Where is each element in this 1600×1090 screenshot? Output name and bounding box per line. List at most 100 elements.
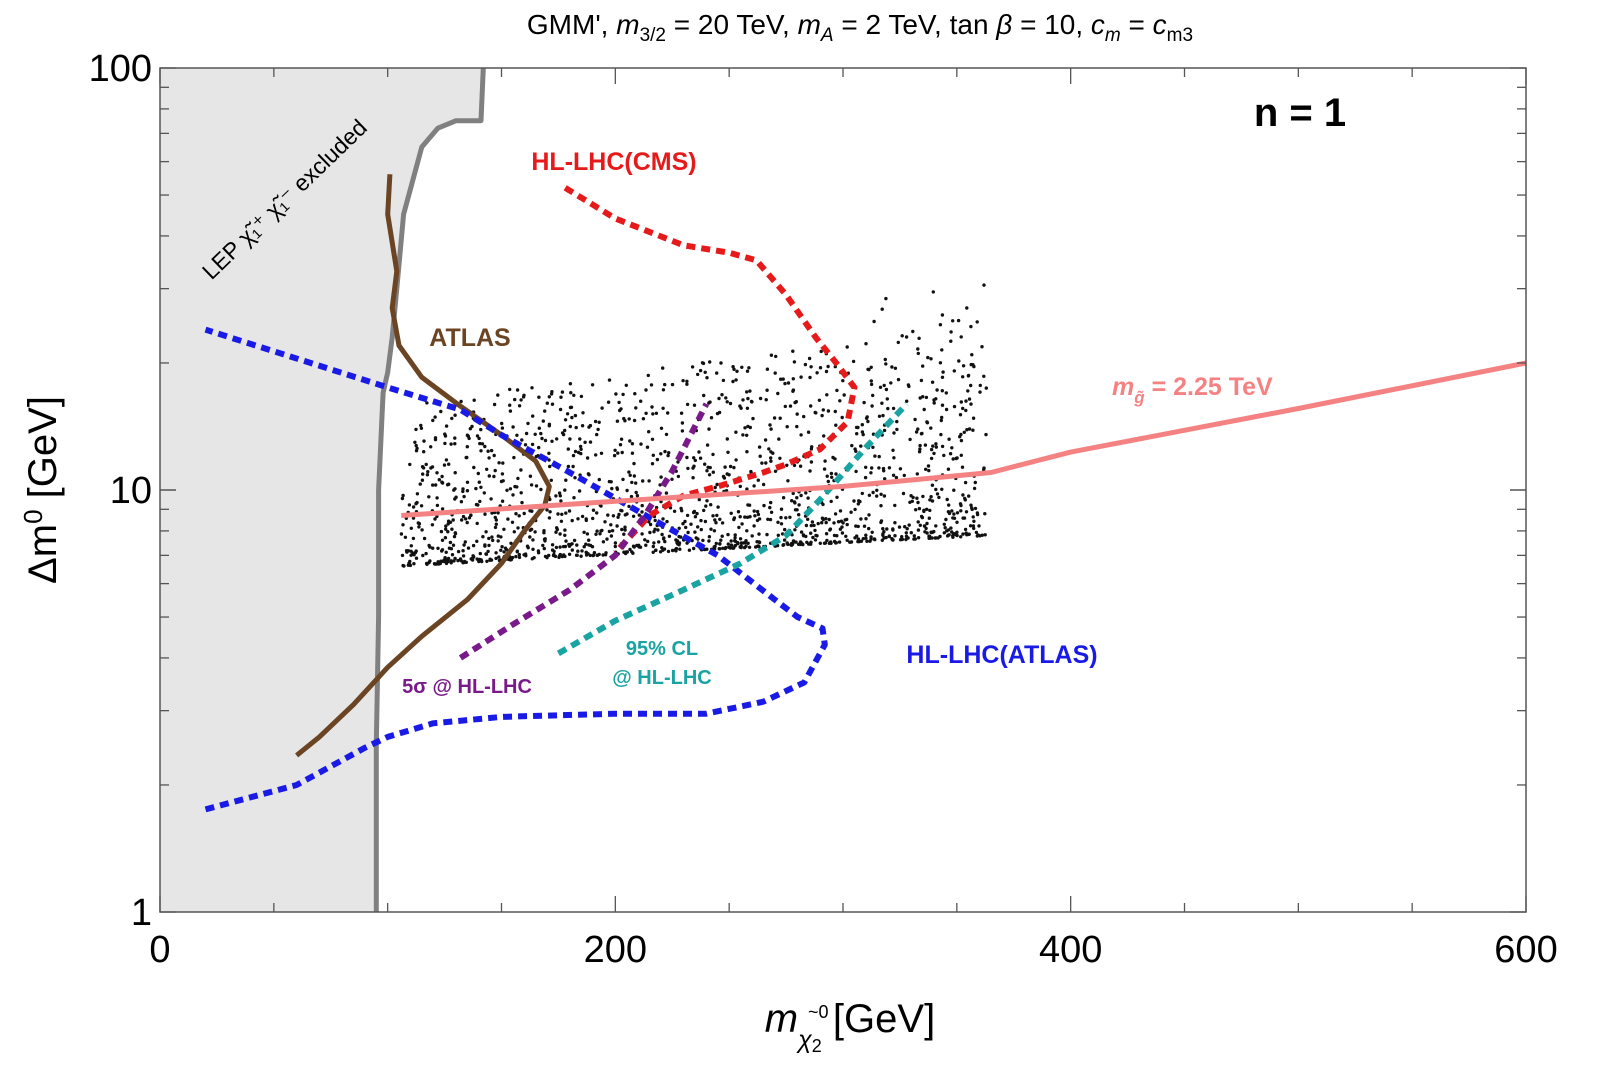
scatter-point	[972, 519, 976, 523]
scatter-point	[577, 489, 582, 493]
scatter-point	[707, 539, 711, 543]
scatter-point	[944, 517, 948, 522]
scatter-point	[511, 425, 515, 429]
scatter-point	[651, 453, 655, 457]
scatter-point	[692, 546, 696, 551]
scatter-point	[453, 436, 457, 440]
scatter-point	[560, 512, 564, 516]
scatter-point	[563, 418, 568, 422]
scatter-point	[705, 499, 709, 503]
scatter-point	[719, 361, 723, 365]
scatter-point	[839, 519, 844, 523]
scatter-point	[731, 379, 735, 384]
scatter-point	[597, 552, 601, 557]
scatter-point	[433, 415, 437, 419]
scatter-point	[565, 412, 570, 416]
scatter-point	[951, 457, 955, 461]
scatter-point	[487, 456, 491, 460]
scatter-point	[860, 430, 865, 434]
scatter-point	[449, 559, 453, 563]
scatter-point	[877, 414, 882, 418]
scatter-point	[446, 519, 451, 523]
scatter-point	[506, 517, 510, 521]
scatter-point	[427, 495, 431, 499]
scatter-point	[453, 442, 457, 446]
scatter-point	[622, 532, 626, 536]
scatter-point	[424, 551, 428, 556]
scatter-point	[531, 414, 535, 418]
scatter-point	[531, 538, 535, 542]
scatter-point	[632, 474, 637, 478]
scatter-point	[943, 526, 947, 530]
scatter-point	[778, 456, 782, 460]
scatter-point	[853, 507, 857, 512]
scatter-point	[838, 399, 842, 403]
scatter-point	[591, 516, 595, 521]
scatter-point	[867, 526, 871, 531]
scatter-point	[824, 369, 829, 374]
scatter-point	[982, 283, 986, 287]
scatter-point	[932, 451, 936, 456]
scatter-point	[508, 409, 513, 413]
scatter-point	[616, 451, 620, 455]
scatter-point	[666, 411, 670, 415]
scatter-point	[816, 521, 820, 526]
scatter-point	[738, 515, 742, 519]
scatter-point	[448, 540, 453, 545]
scatter-point	[519, 491, 523, 495]
scatter-point	[746, 396, 750, 401]
scatter-point	[634, 481, 638, 485]
scatter-point	[707, 535, 712, 539]
scatter-point	[779, 507, 784, 511]
scatter-point	[490, 511, 494, 515]
scatter-point	[921, 494, 925, 499]
x-tick-label: 200	[584, 929, 647, 971]
scatter-point	[417, 525, 421, 529]
scatter-point	[924, 467, 928, 471]
scatter-point	[478, 441, 482, 446]
scatter-point	[570, 415, 574, 420]
scatter-point	[617, 512, 621, 517]
scatter-point	[465, 520, 469, 525]
scatter-point	[785, 425, 789, 429]
scatter-point	[612, 453, 617, 458]
scatter-point	[934, 442, 938, 446]
scatter-point	[406, 549, 411, 553]
scatter-point	[570, 518, 574, 523]
scatter-point	[640, 532, 644, 536]
scatter-point	[811, 535, 815, 540]
scatter-point	[711, 514, 715, 518]
scatter-point	[932, 401, 936, 405]
scatter-point	[871, 393, 875, 398]
scatter-point	[659, 426, 664, 430]
scatter-point	[414, 556, 419, 560]
scatter-point	[617, 400, 621, 405]
scatter-point	[623, 513, 627, 517]
scatter-point	[515, 433, 519, 437]
scatter-point	[620, 450, 624, 455]
scatter-point	[605, 537, 609, 541]
scatter-point	[516, 526, 520, 530]
scatter-point	[450, 553, 455, 557]
scatter-point	[963, 480, 968, 485]
hl-atlas-label: HL-LHC(ATLAS)	[906, 641, 1097, 669]
scatter-point	[629, 494, 634, 499]
scatter-point	[692, 509, 697, 514]
scatter-point	[497, 555, 501, 559]
scatter-point	[401, 563, 405, 568]
scatter-point	[435, 471, 439, 475]
scatter-point	[713, 485, 717, 490]
scatter-point	[912, 534, 916, 538]
scatter-point	[886, 406, 890, 411]
scatter-point	[733, 533, 737, 537]
scatter-point	[715, 371, 719, 375]
scatter-point	[798, 464, 803, 468]
scatter-point	[783, 381, 787, 386]
scatter-point	[456, 558, 460, 563]
scatter-point	[922, 524, 927, 528]
scatter-point	[515, 388, 520, 392]
x-tick-label: 0	[149, 929, 170, 971]
scatter-point	[713, 518, 717, 522]
scatter-point	[929, 530, 933, 534]
scatter-point	[578, 437, 582, 441]
